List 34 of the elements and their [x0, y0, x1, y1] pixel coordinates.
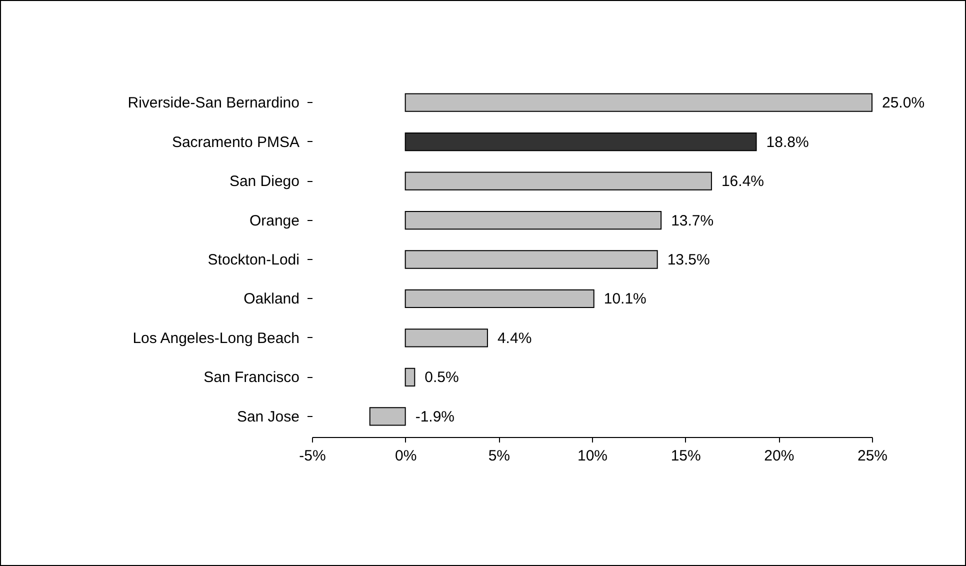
data-label: 18.8% — [766, 134, 809, 151]
bar — [404, 210, 662, 230]
data-label: 13.7% — [671, 212, 714, 230]
data-label: 13.5% — [667, 252, 710, 268]
y-tick-label: Sacramento PMSA — [172, 134, 300, 151]
x-tick-label: 10% — [577, 448, 608, 464]
bar — [404, 328, 488, 348]
bar — [404, 289, 594, 308]
y-tick-label: Orange — [249, 212, 300, 230]
x-tick-label: -5% — [299, 448, 326, 464]
data-label: 4.4% — [497, 330, 532, 347]
x-tick-label: 15% — [670, 448, 701, 464]
data-label: 0.5% — [424, 369, 459, 386]
x-tick-label: 5% — [488, 448, 510, 464]
y-tick-label: San Jose — [236, 408, 300, 426]
y-tick-label: Riverside-San Bernardino — [128, 94, 300, 112]
y-tick-label: Stockton-Lodi — [208, 252, 300, 268]
bar — [404, 368, 416, 387]
bar — [369, 407, 406, 426]
y-tick-label: San Diego — [229, 173, 300, 190]
bar — [404, 250, 658, 269]
bar — [404, 172, 712, 190]
bar — [404, 132, 757, 152]
x-tick-label: 25% — [857, 448, 888, 464]
data-label: 25.0% — [882, 94, 925, 112]
data-label: -1.9% — [415, 408, 455, 426]
data-label: 16.4% — [721, 173, 764, 190]
x-tick-label: 0% — [394, 448, 417, 464]
x-tick-label: 20% — [764, 448, 794, 464]
bar — [404, 93, 872, 112]
y-tick-label: San Francisco — [204, 369, 300, 386]
y-tick-label: Los Angeles-Long Beach — [132, 330, 300, 347]
data-label: 10.1% — [604, 290, 646, 308]
y-tick-label: Oakland — [244, 290, 300, 308]
